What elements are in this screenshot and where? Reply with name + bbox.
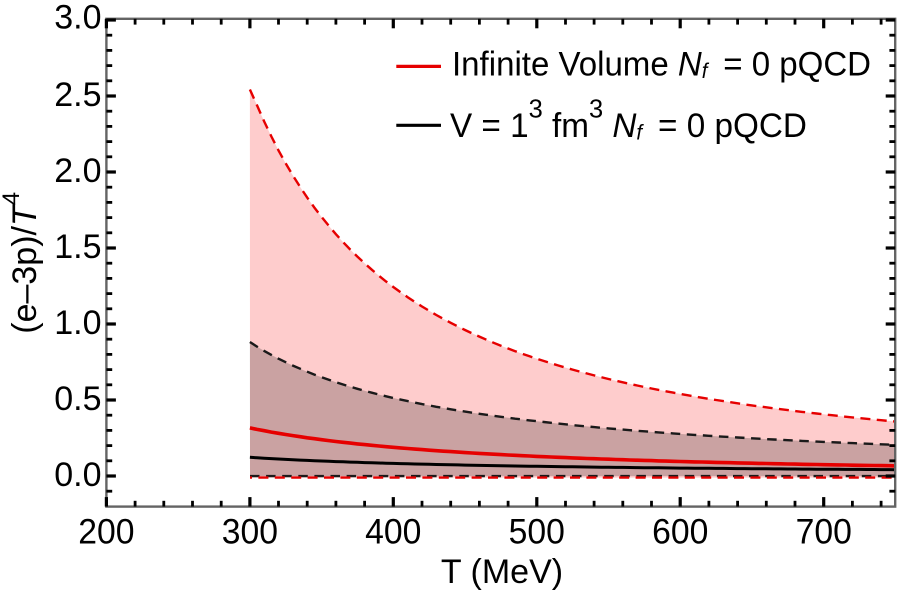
svg-text:700: 700 — [796, 513, 852, 552]
svg-text:300: 300 — [222, 513, 278, 552]
svg-text:0.0: 0.0 — [54, 456, 101, 494]
svg-text:500: 500 — [509, 513, 565, 552]
svg-text:V = 13 fm3 Nf = 0 pQCD: V = 13 fm3 Nf = 0 pQCD — [450, 95, 807, 145]
svg-text:3.0: 3.0 — [54, 0, 101, 37]
svg-text:200: 200 — [78, 513, 134, 552]
svg-text:1.5: 1.5 — [54, 228, 101, 266]
svg-text:600: 600 — [652, 513, 708, 552]
svg-text:T (MeV): T (MeV) — [441, 553, 563, 591]
svg-text:1.0: 1.0 — [54, 304, 101, 342]
svg-text:2.5: 2.5 — [54, 76, 101, 114]
svg-text:0.5: 0.5 — [54, 380, 101, 418]
svg-text:(e–3p)/T4: (e–3p)/T4 — [0, 192, 44, 334]
svg-text:2.0: 2.0 — [54, 152, 101, 190]
svg-text:400: 400 — [365, 513, 421, 552]
svg-text:Infinite Volume Nf = 0 pQCD: Infinite Volume Nf = 0 pQCD — [452, 46, 871, 84]
